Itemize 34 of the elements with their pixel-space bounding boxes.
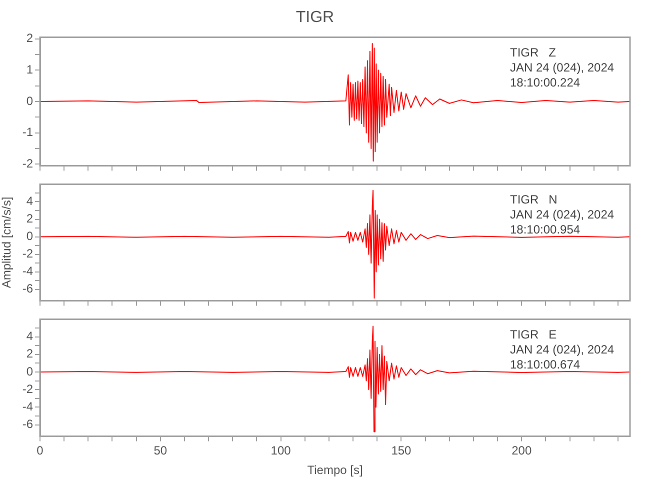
y-tick-label: -6 <box>22 417 34 432</box>
y-tick-label: 4 <box>26 329 34 344</box>
y-tick-label: 2 <box>26 31 34 46</box>
x-tick-label: 100 <box>270 444 292 458</box>
y-tick-label: 0 <box>26 364 34 378</box>
annotation: JAN 24 (024), 2024 <box>510 60 614 75</box>
y-axis-title: Amplitud [cm/s/s] <box>0 196 14 288</box>
x-tick-label: 150 <box>391 444 412 458</box>
x-tick-label: 0 <box>36 444 44 458</box>
y-tick-label: -4 <box>22 264 34 278</box>
y-tick-label: 2 <box>26 346 34 361</box>
annotation: 18:10:00.224 <box>510 76 580 90</box>
y-tick-label: -2 <box>22 382 34 396</box>
y-tick-label: -2 <box>22 156 34 171</box>
y-tick-label: 2 <box>26 212 34 226</box>
x-axis-title: Tiempo [s] <box>307 463 363 478</box>
x-tick-label: 50 <box>154 444 168 458</box>
annotation: JAN 24 (024), 2024 <box>510 342 614 357</box>
y-tick-label: -2 <box>22 246 34 261</box>
chart-title: TIGR <box>296 9 334 26</box>
y-tick-label: 1 <box>26 62 34 76</box>
annotation: TIGR Z <box>510 46 556 60</box>
annotation: 18:10:00.674 <box>510 358 580 372</box>
annotation: TIGR N <box>510 192 558 207</box>
y-tick-label: -6 <box>22 282 34 296</box>
annotation: 18:10:00.954 <box>510 222 580 237</box>
annotation: TIGR E <box>510 328 557 342</box>
x-tick-label: 200 <box>512 444 532 458</box>
y-tick-label: 0 <box>26 94 34 108</box>
y-tick-label: 0 <box>26 229 34 244</box>
annotation: JAN 24 (024), 2024 <box>510 208 614 222</box>
y-tick-label: -4 <box>22 399 34 414</box>
y-tick-label: 4 <box>26 194 34 208</box>
y-tick-label: -1 <box>22 125 34 140</box>
